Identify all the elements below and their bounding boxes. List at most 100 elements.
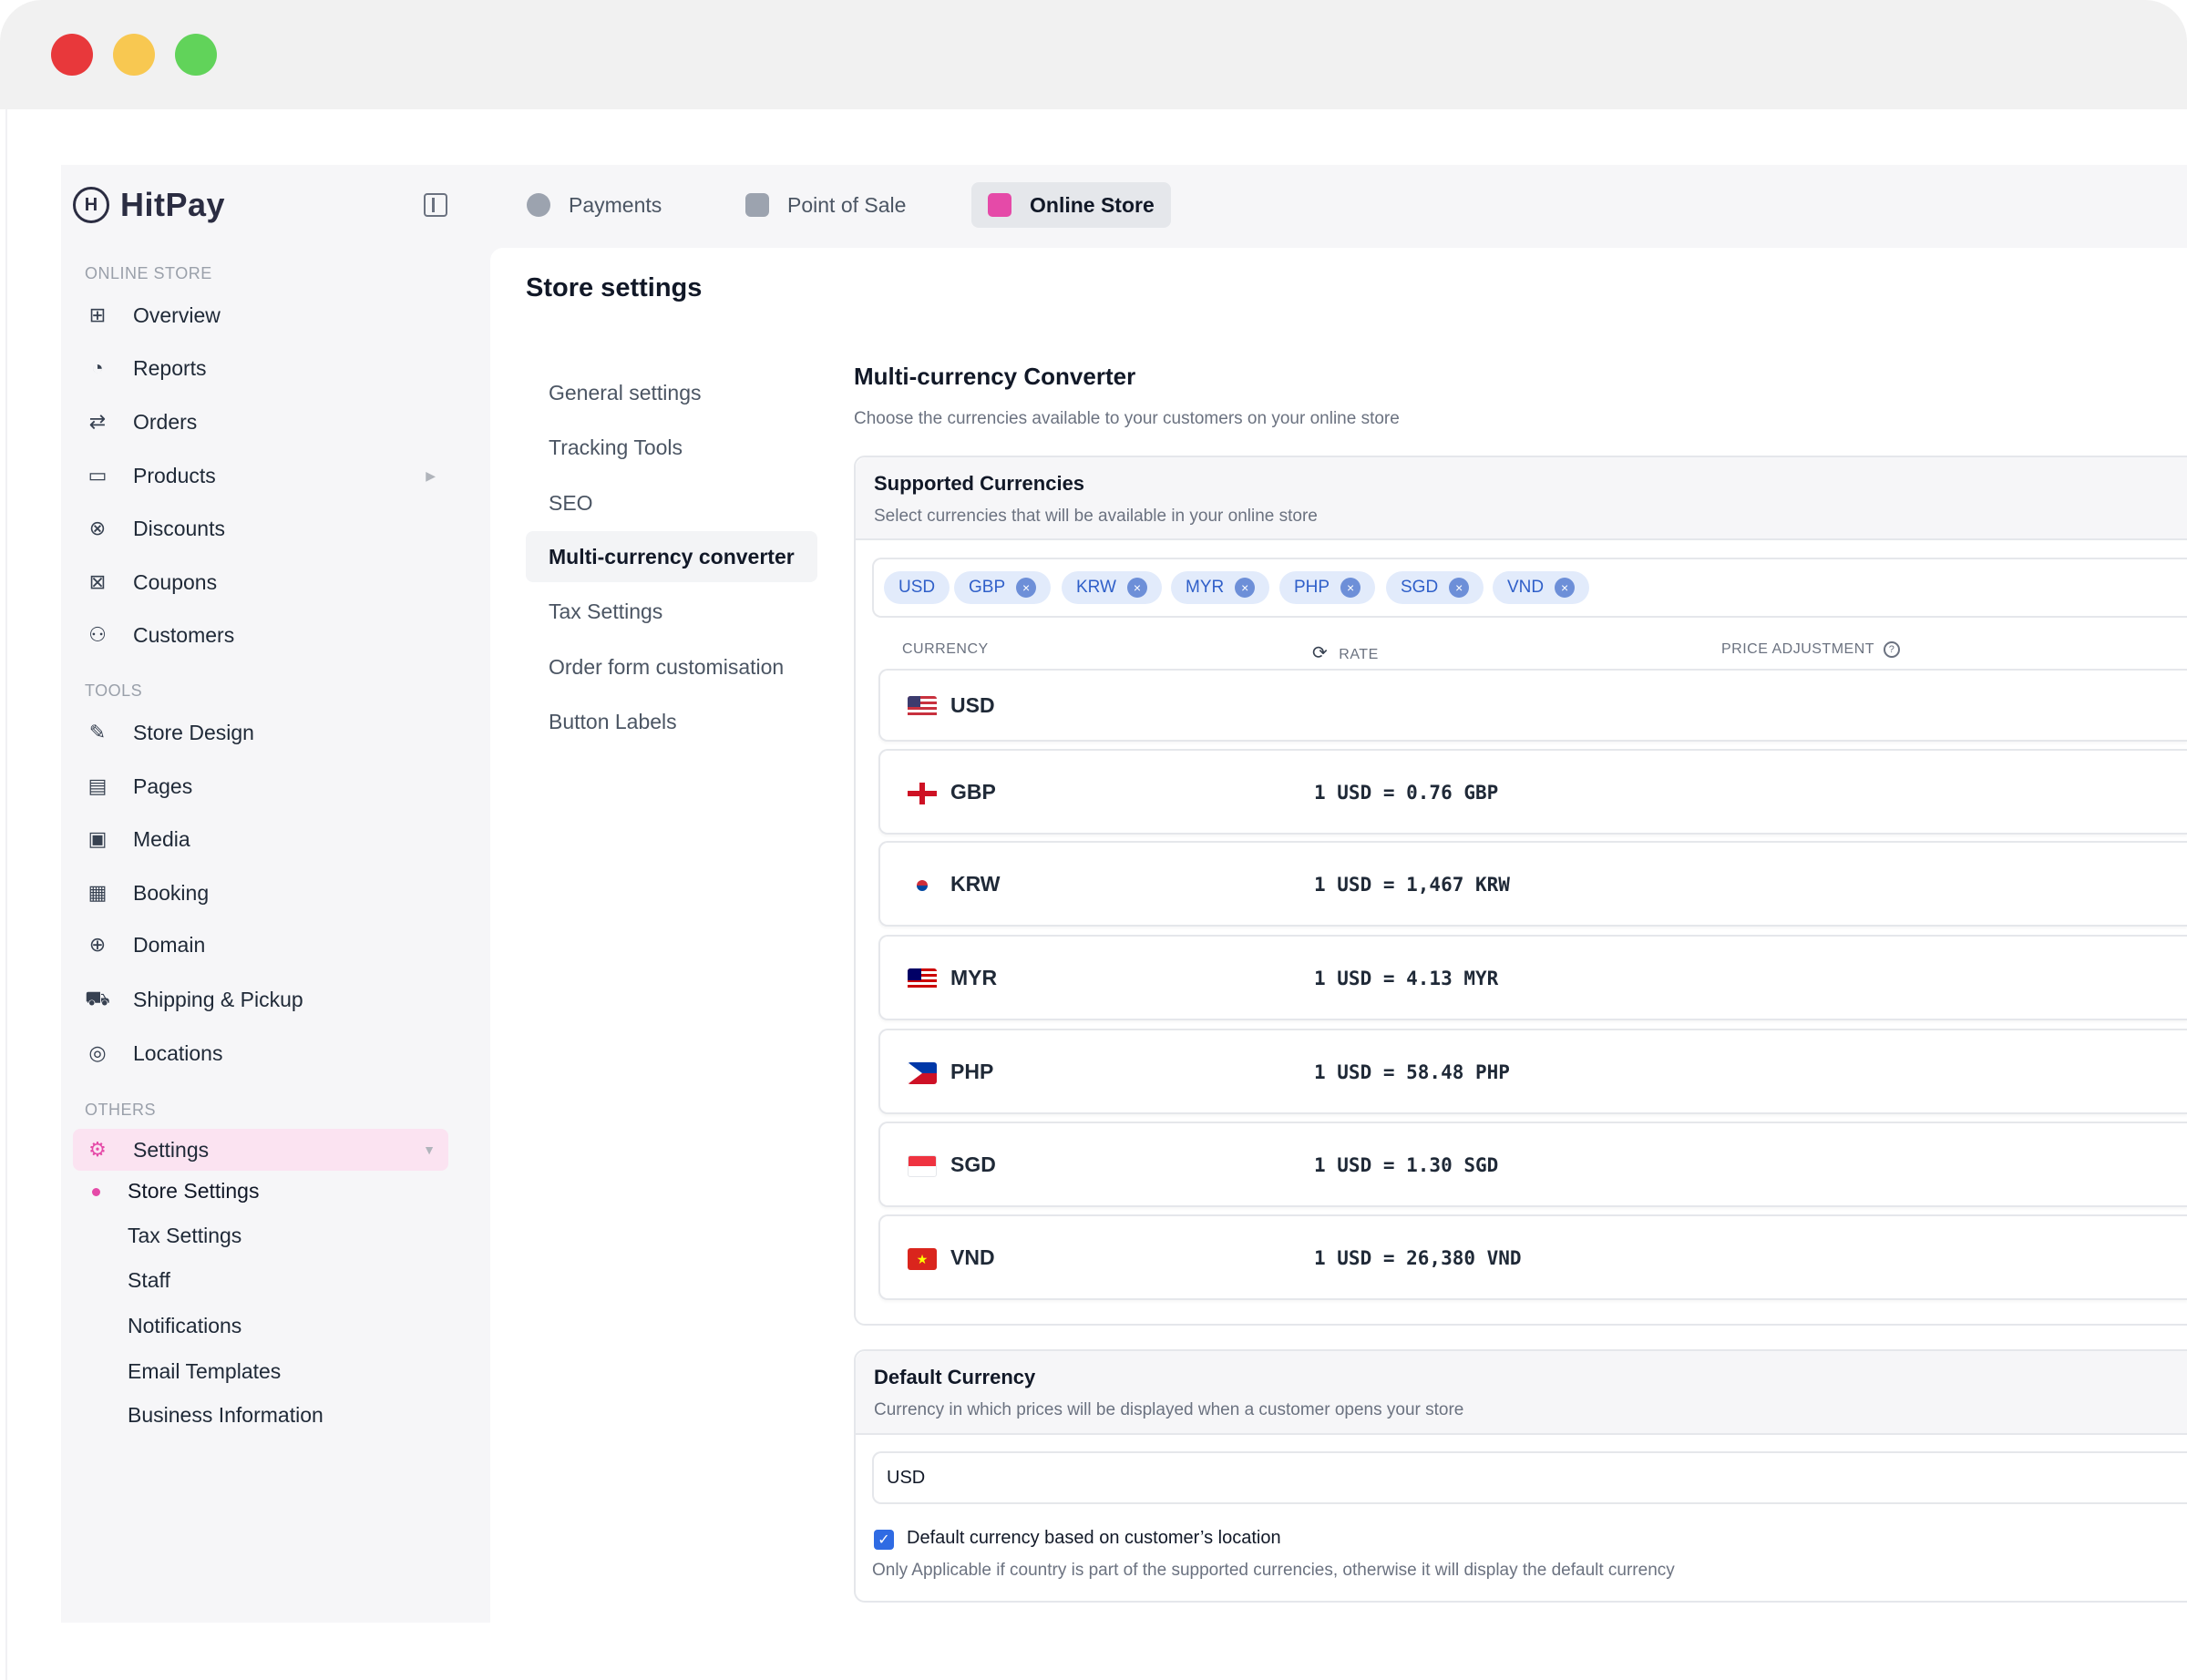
sidebar-item-locations[interactable]: ◎ Locations bbox=[73, 1032, 448, 1074]
sidebar-item-media[interactable]: ▣ Media bbox=[73, 818, 448, 860]
sidebar-section-others: OTHERS bbox=[85, 1101, 157, 1119]
sidebar-subitem-tax-settings[interactable]: Tax Settings bbox=[128, 1224, 242, 1247]
brush-icon: ✎ bbox=[88, 721, 107, 743]
currency-rate: 1 USD = 4.13 MYR bbox=[1314, 968, 1499, 989]
currency-rate: 1 USD = 1,467 KRW bbox=[1314, 874, 1510, 896]
online-store-icon bbox=[988, 193, 1011, 217]
remove-chip-icon[interactable]: × bbox=[1340, 578, 1361, 598]
currency-row-sgd: SGD 1 USD = 1.30 SGD bbox=[878, 1122, 2187, 1207]
sidebar-item-store-design[interactable]: ✎ Store Design bbox=[73, 712, 448, 753]
minimize-window-button[interactable] bbox=[113, 34, 155, 76]
remove-chip-icon[interactable]: × bbox=[1016, 578, 1037, 598]
sidebar-item-label: Coupons bbox=[133, 569, 218, 594]
sidebar-subitem-notifications[interactable]: Notifications bbox=[128, 1314, 242, 1337]
panel-header: Default Currency Currency in which price… bbox=[856, 1351, 2187, 1435]
currency-code: PHP bbox=[950, 1060, 994, 1083]
subnav-tax-settings[interactable]: Tax Settings bbox=[549, 599, 663, 623]
currency-chip-krw[interactable]: KRW × bbox=[1062, 571, 1162, 604]
currency-chip-vnd[interactable]: VND × bbox=[1493, 571, 1590, 604]
currency-code: GBP bbox=[950, 780, 996, 804]
location-based-currency-checkbox[interactable]: ✓ bbox=[874, 1530, 894, 1550]
sidebar-item-label: Orders bbox=[133, 409, 198, 434]
sidebar-item-products[interactable]: ▭ Products ▶ bbox=[73, 455, 448, 497]
sidebar-item-booking[interactable]: ▦ Booking bbox=[73, 872, 448, 914]
currency-chip-myr[interactable]: MYR × bbox=[1171, 571, 1270, 604]
sidebar-subitem-staff[interactable]: Staff bbox=[128, 1268, 170, 1292]
payments-icon bbox=[527, 193, 550, 217]
currency-code: VND bbox=[950, 1245, 995, 1269]
checkbox-label: Default currency based on customer’s loc… bbox=[907, 1528, 1281, 1548]
tab-payments[interactable]: Payments bbox=[510, 182, 678, 228]
default-currency-select[interactable]: USD bbox=[872, 1451, 2187, 1504]
sidebar-subitem-business-information[interactable]: Business Information bbox=[128, 1403, 323, 1427]
sidebar-item-reports[interactable]: ◔ Reports bbox=[73, 347, 448, 389]
chip-label: USD bbox=[898, 578, 936, 597]
panel-title: Supported Currencies bbox=[874, 472, 1085, 495]
sidebar-subitem-email-templates[interactable]: Email Templates bbox=[128, 1359, 282, 1383]
column-header-rate[interactable]: ⟳ RATE bbox=[1312, 641, 1379, 664]
currency-chip-gbp[interactable]: GBP × bbox=[954, 571, 1052, 604]
sidebar-collapse-icon[interactable] bbox=[424, 193, 447, 217]
default-currency-panel: Default Currency Currency in which price… bbox=[854, 1349, 2187, 1603]
subnav-multi-currency-converter[interactable]: Multi-currency converter bbox=[526, 531, 817, 582]
refresh-icon[interactable]: ⟳ bbox=[1312, 643, 1329, 663]
sidebar-section-online-store: ONLINE STORE bbox=[85, 264, 212, 282]
column-header-label: PRICE ADJUSTMENT bbox=[1721, 641, 1875, 658]
sidebar-item-domain[interactable]: ⊕ Domain bbox=[73, 924, 448, 966]
england-flag-icon bbox=[908, 783, 937, 804]
currency-row-gbp: GBP 1 USD = 0.76 GBP bbox=[878, 749, 2187, 835]
chevron-down-icon: ▼ bbox=[423, 1142, 436, 1157]
sidebar-item-customers[interactable]: ⚇ Customers bbox=[73, 614, 448, 656]
subnav-general-settings[interactable]: General settings bbox=[549, 380, 702, 405]
hitpay-logo-icon: H bbox=[73, 187, 109, 223]
currency-code: MYR bbox=[950, 966, 998, 989]
column-header-price-adjustment: PRICE ADJUSTMENT? bbox=[1721, 641, 1901, 658]
panel-header: Supported Currencies Select currencies t… bbox=[856, 457, 2187, 540]
currency-chip-sgd[interactable]: SGD × bbox=[1386, 571, 1484, 604]
sidebar-item-shipping-pickup[interactable]: ⛟ Shipping & Pickup bbox=[73, 978, 448, 1020]
subnav-order-form-customisation[interactable]: Order form customisation bbox=[549, 654, 785, 679]
sidebar-item-overview[interactable]: ⊞ Overview bbox=[73, 294, 448, 336]
close-window-button[interactable] bbox=[51, 34, 93, 76]
active-indicator-dot bbox=[92, 1188, 100, 1196]
subnav-button-labels[interactable]: Button Labels bbox=[549, 709, 677, 733]
tab-label: Point of Sale bbox=[787, 192, 907, 217]
currency-chip-usd[interactable]: USD bbox=[884, 571, 950, 604]
globe-icon: ⊕ bbox=[88, 933, 107, 956]
window-titlebar bbox=[0, 0, 2187, 109]
sidebar-subitem-store-settings[interactable]: Store Settings bbox=[128, 1179, 260, 1203]
singapore-flag-icon bbox=[908, 1155, 937, 1177]
page-icon: ▤ bbox=[87, 774, 108, 797]
remove-chip-icon[interactable]: × bbox=[1449, 578, 1470, 598]
currency-rate: 1 USD = 1.30 SGD bbox=[1314, 1154, 1499, 1176]
truck-icon: ⛟ bbox=[85, 986, 110, 1009]
help-icon[interactable]: ? bbox=[1884, 641, 1901, 658]
pos-icon bbox=[745, 193, 769, 217]
coupon-icon: ⊠ bbox=[88, 570, 107, 593]
sidebar-item-settings[interactable]: ⚙ Settings ▼ bbox=[73, 1129, 448, 1171]
grid-icon: ⊞ bbox=[88, 303, 107, 326]
currency-chip-php[interactable]: PHP × bbox=[1279, 571, 1376, 604]
sidebar-item-orders[interactable]: ⇄ Orders bbox=[73, 401, 448, 443]
sidebar-item-coupons[interactable]: ⊠ Coupons bbox=[73, 561, 448, 603]
subnav-tracking-tools[interactable]: Tracking Tools bbox=[549, 435, 683, 459]
brand-logo[interactable]: H HitPay bbox=[73, 186, 225, 224]
currency-row-vnd: ★ VND 1 USD = 26,380 VND bbox=[878, 1214, 2187, 1300]
page-title: Store settings bbox=[526, 273, 703, 302]
remove-chip-icon[interactable]: × bbox=[1235, 578, 1256, 598]
panel-description: Select currencies that will be available… bbox=[874, 507, 1318, 526]
maximize-window-button[interactable] bbox=[175, 34, 217, 76]
remove-chip-icon[interactable]: × bbox=[1555, 578, 1576, 598]
remove-chip-icon[interactable]: × bbox=[1126, 578, 1147, 598]
bag-icon: ▭ bbox=[87, 464, 108, 487]
currency-code: USD bbox=[950, 693, 995, 717]
currency-rate: 1 USD = 58.48 PHP bbox=[1314, 1061, 1510, 1083]
chevron-right-icon: ▶ bbox=[426, 467, 436, 483]
tab-point-of-sale[interactable]: Point of Sale bbox=[729, 182, 922, 228]
tab-online-store[interactable]: Online Store bbox=[971, 182, 1171, 228]
subnav-seo[interactable]: SEO bbox=[549, 490, 593, 515]
column-header-currency: CURRENCY bbox=[902, 641, 989, 657]
sidebar-item-discounts[interactable]: ⊗ Discounts bbox=[73, 507, 448, 549]
sidebar-item-pages[interactable]: ▤ Pages bbox=[73, 765, 448, 807]
chip-label: GBP bbox=[969, 578, 1006, 597]
